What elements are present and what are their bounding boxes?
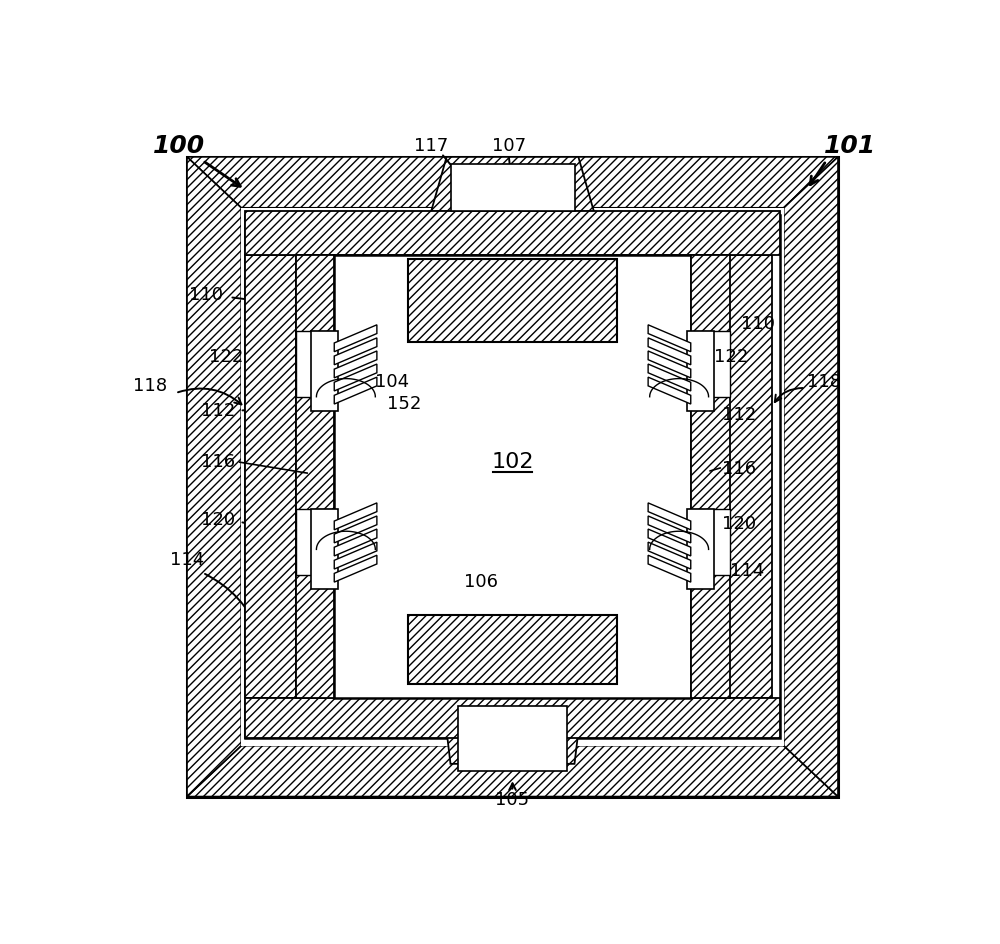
Bar [187, 157, 838, 797]
Polygon shape [443, 699, 582, 764]
Text: 112: 112 [722, 406, 756, 424]
Text: 116: 116 [201, 453, 235, 471]
Polygon shape [648, 516, 691, 543]
Bar [296, 510, 334, 575]
Text: 118: 118 [807, 373, 841, 391]
Polygon shape [334, 351, 377, 378]
Text: 120: 120 [722, 515, 756, 533]
Bar [296, 255, 334, 699]
Polygon shape [187, 157, 838, 208]
Text: 110: 110 [189, 286, 223, 304]
Text: 116: 116 [722, 461, 756, 479]
Polygon shape [334, 364, 377, 391]
Text: 114: 114 [170, 551, 204, 569]
Bar [245, 255, 296, 699]
Text: 118: 118 [133, 377, 167, 395]
Polygon shape [334, 338, 377, 364]
Bar [722, 255, 772, 699]
Bar [450, 164, 574, 211]
Text: 100: 100 [153, 134, 205, 158]
Polygon shape [334, 555, 377, 582]
Polygon shape [334, 503, 377, 530]
Polygon shape [648, 503, 691, 530]
Polygon shape [334, 529, 377, 556]
Bar [687, 510, 714, 589]
Polygon shape [334, 542, 377, 569]
Bar [691, 331, 730, 396]
Text: 105: 105 [495, 791, 530, 809]
Polygon shape [187, 746, 838, 797]
Polygon shape [648, 338, 691, 364]
Bar [458, 706, 567, 771]
Polygon shape [648, 555, 691, 582]
Polygon shape [334, 325, 377, 352]
Text: 122: 122 [209, 347, 243, 365]
Text: 104: 104 [375, 373, 409, 391]
Polygon shape [648, 351, 691, 378]
Bar [334, 255, 691, 699]
Polygon shape [784, 157, 838, 797]
Text: 110: 110 [741, 315, 775, 333]
Bar [408, 615, 617, 683]
Bar [408, 259, 617, 343]
Polygon shape [648, 325, 691, 352]
Polygon shape [334, 516, 377, 543]
Text: 101: 101 [824, 134, 876, 158]
Text: 117: 117 [414, 137, 448, 155]
Bar [245, 211, 780, 255]
Text: 102: 102 [491, 452, 534, 472]
Bar [245, 699, 780, 738]
Polygon shape [431, 157, 594, 211]
Bar [311, 510, 338, 589]
Bar [691, 255, 730, 699]
Polygon shape [334, 378, 377, 404]
Bar [311, 331, 338, 412]
Text: 122: 122 [714, 347, 748, 365]
Text: 106: 106 [464, 573, 498, 591]
Polygon shape [648, 378, 691, 404]
Polygon shape [187, 157, 241, 797]
Text: 152: 152 [387, 395, 421, 413]
Bar [687, 331, 714, 412]
Bar [241, 208, 784, 746]
Text: 120: 120 [201, 512, 235, 530]
Bar [245, 215, 780, 738]
Polygon shape [648, 364, 691, 391]
Text: 107: 107 [492, 137, 526, 155]
Polygon shape [648, 542, 691, 569]
Bar [691, 510, 730, 575]
Text: 114: 114 [730, 563, 764, 581]
Text: 112: 112 [201, 402, 235, 420]
Bar [296, 331, 334, 396]
Polygon shape [648, 529, 691, 556]
